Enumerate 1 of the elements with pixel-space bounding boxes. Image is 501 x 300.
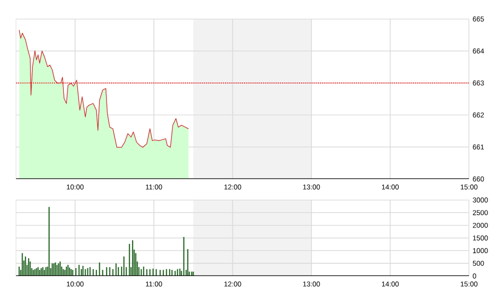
line-series <box>18 30 189 148</box>
